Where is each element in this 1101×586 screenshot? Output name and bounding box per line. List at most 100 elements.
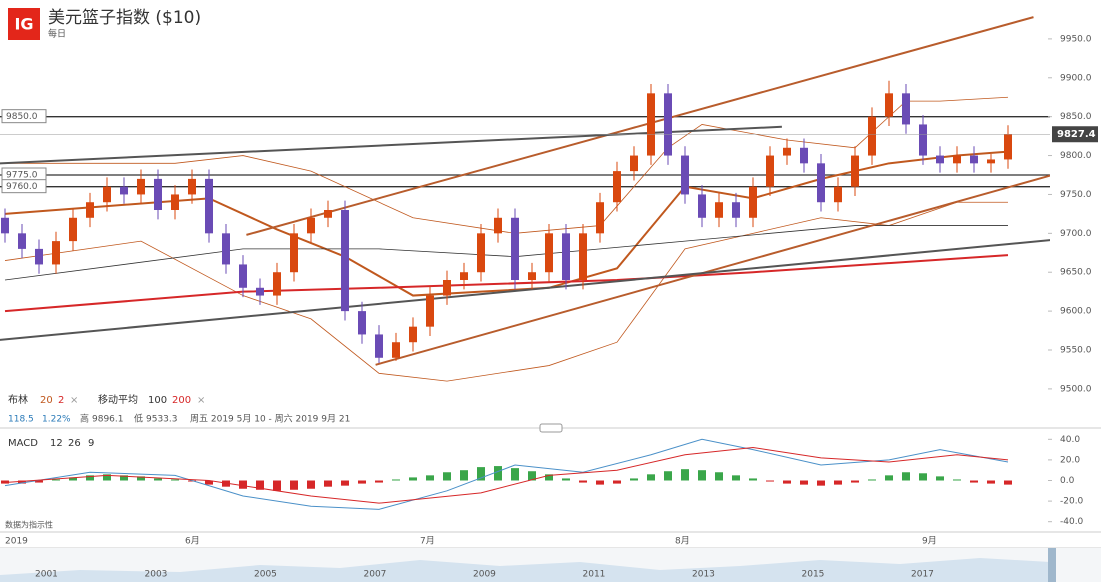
candle-body bbox=[562, 233, 570, 280]
x-tick-label: 7月 bbox=[420, 536, 435, 547]
navigator-year: 2013 bbox=[692, 570, 715, 580]
macd-bar bbox=[307, 480, 315, 489]
legend-param: 2 bbox=[58, 395, 64, 406]
candle-body bbox=[851, 155, 859, 187]
macd-bar bbox=[86, 475, 94, 481]
level-label: 9850.0 bbox=[6, 112, 38, 122]
axes: 9500.0 9550.0 9600.0 9650.0 9700.0 9750.0 9800… bbox=[1, 34, 1098, 580]
chart-title: 美元篮子指数 ($10) bbox=[48, 8, 201, 28]
macd-bar bbox=[256, 480, 264, 490]
macd-bar bbox=[460, 470, 468, 481]
y-tick-label: -20.0 bbox=[1060, 497, 1084, 507]
candle-body bbox=[477, 233, 485, 273]
macd-bar bbox=[358, 480, 366, 484]
candle-body bbox=[885, 93, 893, 117]
macd-bar bbox=[35, 480, 43, 483]
candle-body bbox=[154, 178, 162, 210]
candle-body bbox=[732, 202, 740, 218]
macd-bar bbox=[69, 477, 77, 481]
macd-bar bbox=[494, 466, 502, 481]
macd-title: MACD bbox=[8, 438, 38, 449]
macd-bar bbox=[171, 479, 179, 481]
candle-body bbox=[1004, 134, 1012, 160]
y-tick-label: 9950.0 bbox=[1060, 34, 1092, 44]
macd-bar bbox=[341, 480, 349, 486]
candle-body bbox=[766, 155, 774, 187]
macd-bar bbox=[868, 479, 876, 481]
y-tick-label: 20.0 bbox=[1060, 455, 1080, 465]
candle-body bbox=[426, 295, 434, 327]
macd-bar bbox=[239, 480, 247, 489]
indicator-line bbox=[246, 16, 1034, 236]
remove-icon[interactable]: × bbox=[70, 395, 78, 406]
macd-bar bbox=[120, 475, 128, 481]
macd-bar bbox=[52, 479, 60, 481]
navigator-year: 2009 bbox=[473, 570, 496, 580]
navigator-year: 2007 bbox=[364, 570, 387, 580]
candle-body bbox=[341, 210, 349, 312]
navigator-area bbox=[0, 558, 1050, 582]
candle-body bbox=[103, 186, 111, 203]
candle-body bbox=[137, 178, 145, 195]
y-tick-label: 9800.0 bbox=[1060, 151, 1092, 161]
y-tick-label: 9650.0 bbox=[1060, 268, 1092, 278]
macd-param: 26 bbox=[68, 438, 81, 449]
y-tick-label: 0.0 bbox=[1060, 476, 1075, 486]
candle-body bbox=[800, 147, 808, 164]
y-tick-label: 9500.0 bbox=[1060, 384, 1092, 394]
macd-bar bbox=[970, 480, 978, 483]
candle-body bbox=[970, 155, 978, 164]
candle-body bbox=[222, 233, 230, 265]
candle-body bbox=[987, 159, 995, 164]
candle-body bbox=[443, 280, 451, 296]
macd-bar bbox=[953, 479, 961, 481]
x-tick-label: 8月 bbox=[675, 536, 690, 547]
indicator-line bbox=[4, 254, 1009, 313]
date-range: 周五 2019 5月 10 - 周六 2019 9月 21 bbox=[190, 413, 350, 425]
candle-body bbox=[528, 272, 536, 280]
candle-body bbox=[511, 217, 519, 280]
candle-body bbox=[613, 171, 621, 203]
macd-bar bbox=[596, 480, 604, 485]
candle-body bbox=[868, 116, 876, 156]
macd-bar bbox=[681, 469, 689, 481]
candle-body bbox=[953, 155, 961, 164]
y-tick-label: 9900.0 bbox=[1060, 73, 1092, 83]
high-value: 9896.1 bbox=[92, 415, 124, 425]
candle-body bbox=[256, 287, 264, 296]
navigator-handle[interactable] bbox=[1048, 548, 1056, 582]
candle-body bbox=[409, 326, 417, 343]
candle-body bbox=[52, 241, 60, 265]
navigator-year: 2001 bbox=[35, 570, 58, 580]
indicator-line bbox=[4, 438, 1009, 510]
candle-body bbox=[579, 233, 587, 280]
macd-bar bbox=[392, 479, 400, 481]
low-value: 9533.3 bbox=[146, 415, 178, 425]
candle-body bbox=[171, 194, 179, 210]
legend-param: 100 bbox=[148, 395, 167, 406]
macd-bar bbox=[545, 474, 553, 481]
x-tick-label: 6月 bbox=[185, 536, 200, 547]
macd-bar bbox=[851, 480, 859, 483]
macd-param: 12 bbox=[50, 438, 63, 449]
macd-bar bbox=[800, 480, 808, 485]
candle-body bbox=[596, 202, 604, 234]
macd-bar bbox=[698, 470, 706, 481]
y-tick-label: 9550.0 bbox=[1060, 346, 1092, 356]
candle-body bbox=[1, 217, 9, 234]
last-price: 9827.4 bbox=[1057, 129, 1096, 140]
macd-bar bbox=[630, 478, 638, 481]
candle-body bbox=[834, 186, 842, 203]
candle-body bbox=[817, 163, 825, 203]
level-label: 9775.0 bbox=[6, 171, 38, 181]
candle-body bbox=[647, 93, 655, 156]
candle-body bbox=[902, 93, 910, 125]
candle-body bbox=[307, 217, 315, 234]
candle-body bbox=[273, 272, 281, 296]
resize-handle[interactable] bbox=[539, 423, 563, 433]
candle-body bbox=[392, 342, 400, 358]
macd-bar bbox=[579, 480, 587, 483]
navigator-year: 2015 bbox=[802, 570, 825, 580]
remove-icon[interactable]: × bbox=[197, 395, 205, 406]
